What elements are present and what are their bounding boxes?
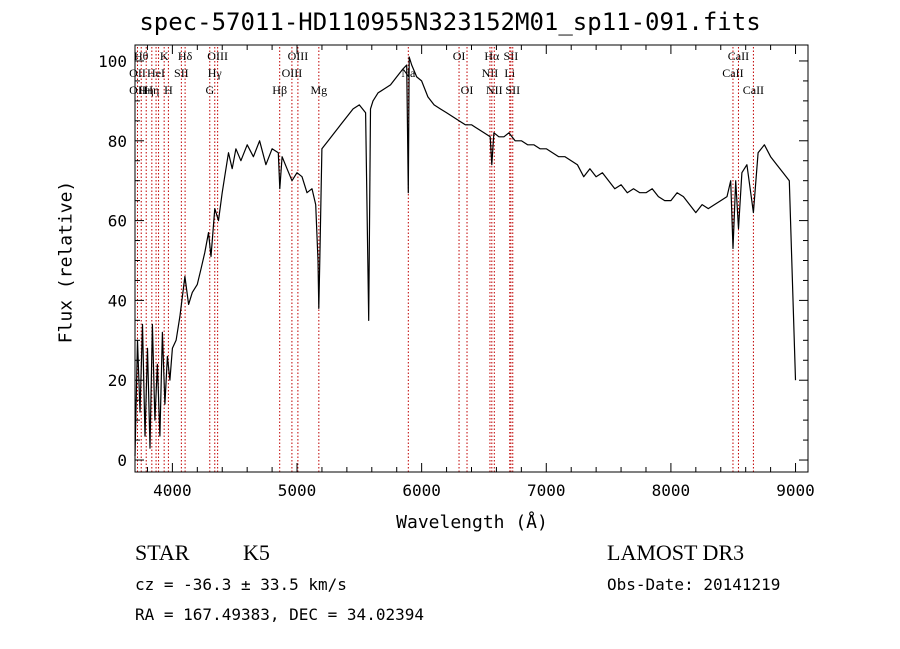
spectral-line-label: OIII (207, 49, 228, 63)
spectral-line-label: OIII (282, 66, 303, 80)
spectral-line-label: Hη (139, 83, 154, 97)
spectral-line-label: Mg (310, 83, 327, 97)
y-tick-label: 80 (108, 132, 127, 151)
spectrum-series-line (134, 56, 797, 457)
spectral-line-label: SII (505, 83, 520, 97)
plot-frame (134, 44, 809, 473)
spectral-line-label: Li (504, 66, 515, 80)
redshift-cz: cz = -36.3 ± 33.5 km/s (135, 575, 347, 594)
object-subclass: K5 (243, 540, 270, 565)
spectral-line-label: Hγ (208, 66, 223, 80)
x-tick-label: 9000 (776, 481, 815, 500)
spectral-line-label: K (160, 49, 169, 63)
spectral-line-label: CaII (728, 49, 749, 63)
object-class: STAR (135, 540, 190, 565)
spectral-line-label: CaII (743, 83, 764, 97)
x-tick-label: 6000 (402, 481, 441, 500)
spectral-line-label: NII (486, 83, 503, 97)
coordinates: RA = 167.49383, DEC = 34.02394 (135, 605, 424, 624)
spectral-line-label: OI (461, 83, 474, 97)
observation-date: Obs-Date: 20141219 (607, 575, 781, 594)
spectral-line-label: SII (174, 66, 189, 80)
spectral-line-label: OIII (288, 49, 309, 63)
spectral-line-label: Hα (484, 49, 500, 63)
x-tick-label: 8000 (652, 481, 691, 500)
spectral-line-label: SII (504, 49, 519, 63)
spectral-line-label: OII (129, 66, 146, 80)
spectral-line-label: G (205, 83, 214, 97)
x-tick-label: 5000 (278, 481, 317, 500)
y-axis-label: Flux (relative) (55, 180, 77, 344)
y-tick-label: 40 (108, 291, 127, 310)
chart-title: spec-57011-HD110955N323152M01_sp11-091.f… (139, 8, 761, 36)
x-tick-label: 4000 (153, 481, 192, 500)
spectral-line-label: OI (453, 49, 466, 63)
y-tick-label: 20 (108, 371, 127, 390)
spectral-line-label: Hη (144, 83, 159, 97)
spectral-line-label: Hβ (272, 83, 287, 97)
spectral-line-label: H (164, 83, 173, 97)
spectral-line-label: Hθ (134, 49, 149, 63)
y-tick-label: 100 (98, 52, 127, 71)
y-tick-label: 60 (108, 212, 127, 231)
y-tick-label: 0 (117, 451, 127, 470)
spectral-line-label: HeI (147, 66, 165, 80)
spectral-line-label: Hδ (178, 49, 193, 63)
x-axis-label: Wavelength (Å) (396, 512, 548, 533)
spectral-line-label: CaII (722, 66, 743, 80)
x-tick-label: 7000 (527, 481, 566, 500)
spectral-line-label: NII (482, 66, 499, 80)
survey-name: LAMOST DR3 (607, 540, 745, 565)
